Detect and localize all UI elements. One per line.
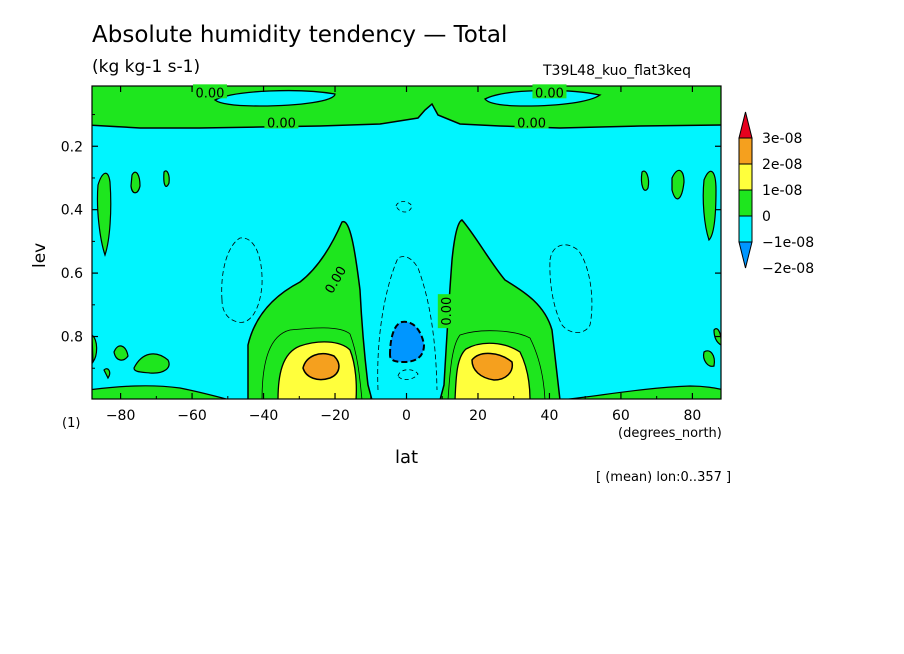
south-surface-fringe bbox=[92, 385, 229, 399]
chart-units: (kg kg-1 s-1) bbox=[92, 57, 201, 77]
x-tick-label: 40 bbox=[541, 408, 559, 424]
patch-9 bbox=[133, 353, 170, 374]
averaging-note: [ (mean) lon:0..357 ] bbox=[596, 470, 732, 485]
legend-swatch-min bbox=[738, 241, 753, 269]
legend-swatch bbox=[738, 215, 753, 243]
x-tick-label: 80 bbox=[683, 408, 701, 424]
contour-label: 0.00 bbox=[514, 114, 549, 131]
legend-swatch-max bbox=[738, 111, 753, 139]
legend-label: 3e-08 bbox=[762, 131, 802, 147]
legend-label: 0 bbox=[762, 209, 771, 225]
max-right-orange bbox=[471, 352, 514, 381]
contour-label-text: 0.00 bbox=[195, 86, 224, 101]
contour-label-text: 0.00 bbox=[517, 116, 546, 131]
patch-11 bbox=[703, 350, 715, 367]
contour-label: 0.00 bbox=[532, 84, 567, 101]
x-axis-unit: (degrees_north) bbox=[618, 426, 722, 441]
legend-swatch bbox=[738, 189, 753, 217]
contour-label: 0.00 bbox=[192, 84, 227, 101]
patch-3 bbox=[163, 170, 170, 187]
tower-left-inner-contour bbox=[261, 327, 363, 399]
x-tick-label: −80 bbox=[106, 408, 136, 424]
contour-label-text: 0.00 bbox=[535, 86, 564, 101]
patch-5 bbox=[671, 169, 685, 200]
equatorial-minimum bbox=[388, 320, 426, 364]
patch-1 bbox=[96, 172, 112, 257]
legend-label: −1e-08 bbox=[762, 235, 814, 251]
x-tick-label: −20 bbox=[320, 408, 350, 424]
axes: −80 −60 −40 −20 0 20 40 60 80 0.2 0.4 0.6 0.8 bbox=[61, 86, 721, 424]
x-tick-label: 0 bbox=[402, 408, 411, 424]
contour-label-text: 0.00 bbox=[267, 116, 296, 131]
axis-number: (1) bbox=[62, 416, 81, 431]
neg-contour-left bbox=[221, 237, 263, 323]
contour-label-bg bbox=[437, 294, 452, 329]
patch-8 bbox=[113, 345, 129, 361]
contour-label-bg bbox=[319, 260, 349, 298]
legend-swatch bbox=[738, 163, 753, 191]
patch-10 bbox=[103, 368, 111, 380]
neg-contour-surface bbox=[397, 369, 419, 380]
x-tick-label: −40 bbox=[249, 408, 279, 424]
x-tick-label: 20 bbox=[469, 408, 487, 424]
contour-label-bg bbox=[192, 84, 227, 99]
legend-label: 2e-08 bbox=[762, 157, 802, 173]
tower-right-inner-contour bbox=[447, 330, 546, 399]
legend-label: −2e-08 bbox=[762, 261, 814, 277]
contour-label: 0.00 bbox=[437, 294, 455, 329]
x-axis-label: lat bbox=[395, 447, 419, 468]
x-tick-label: 60 bbox=[612, 408, 630, 424]
contour-label-text: 0.00 bbox=[440, 297, 455, 326]
run-label: T39L48_kuo_flat3keq bbox=[543, 63, 691, 79]
legend-label: 1e-08 bbox=[762, 183, 802, 199]
x-tick-label: −60 bbox=[177, 408, 207, 424]
contour-labels: 0.00 0.000.00 0.000.000.00 bbox=[192, 84, 567, 329]
chart-title: Absolute humidity tendency — Total bbox=[92, 22, 508, 48]
contour-label-bg bbox=[264, 114, 299, 129]
patch-6 bbox=[702, 170, 717, 242]
upper-negative-left bbox=[213, 90, 336, 107]
y-tick-label: 0.2 bbox=[61, 139, 83, 155]
y-tick-label: 0.4 bbox=[61, 203, 83, 219]
y-tick-label: 0.8 bbox=[61, 330, 83, 346]
color-legend: 3e-08 2e-08 1e-08 0 −1e-08 −2e-08 bbox=[738, 111, 814, 277]
legend-swatch bbox=[738, 137, 753, 165]
neg-contour-equator bbox=[377, 256, 438, 391]
north-surface-fringe bbox=[563, 385, 721, 399]
patch-4 bbox=[640, 170, 650, 191]
max-left-orange bbox=[302, 352, 340, 381]
y-tick-label: 0.6 bbox=[61, 266, 83, 282]
contour-label-bg bbox=[514, 114, 549, 129]
patch-2 bbox=[130, 171, 141, 194]
contour-label: 0.00 bbox=[264, 114, 299, 131]
neg-contour-right bbox=[549, 244, 593, 333]
contour-label-bg bbox=[532, 84, 567, 99]
